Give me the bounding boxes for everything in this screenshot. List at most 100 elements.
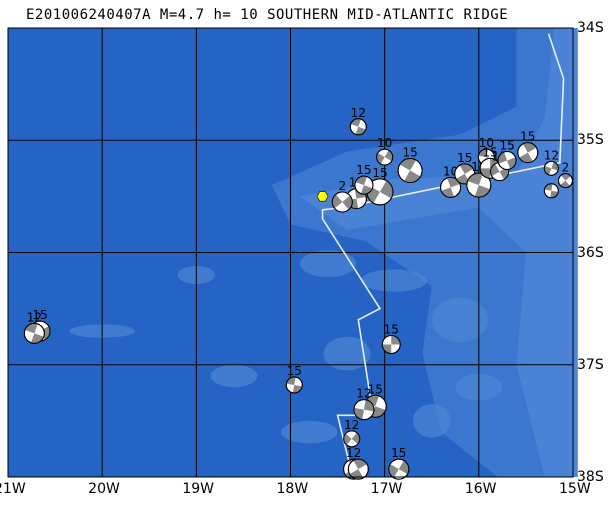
lat-tick-label: 36S: [577, 244, 604, 261]
beachball-depth-label: 2: [338, 179, 346, 193]
beachball-outline: [388, 458, 410, 480]
beachball-depth-label: 15: [499, 138, 514, 152]
map-title: E201006240407A M=4.7 h= 10 SOUTHERN MID-…: [26, 7, 509, 23]
beachball-depth-label: 12: [356, 387, 371, 401]
beachball-depth-label: 2: [562, 161, 570, 175]
beachball: 12: [23, 310, 45, 344]
beachball-quadrants: [544, 183, 559, 198]
beachball: 12: [349, 106, 367, 136]
beachball-quadrants: [388, 460, 409, 478]
beachball-quadrants: [519, 142, 537, 163]
lon-tick-label: 18W: [276, 481, 309, 497]
beachball-depth-label: 12: [344, 418, 359, 432]
beachball-depth-label: 12: [351, 106, 366, 120]
beachball-compression: [550, 190, 559, 198]
ridge-crest-band: [299, 28, 578, 477]
beachball-outline: [381, 335, 401, 355]
beachball-compression: [404, 170, 421, 183]
beachball-outline: [466, 172, 492, 198]
beachball-outline: [517, 142, 539, 164]
beachball-depth-label: 15: [457, 151, 472, 165]
beachball: 15: [517, 130, 539, 164]
beachball-depth-label: 12: [544, 148, 559, 162]
beachball-quadrants: [490, 163, 509, 180]
beachball-outline: [353, 399, 375, 421]
seamount-patch: [210, 364, 258, 388]
beachball-outline: [349, 118, 367, 136]
beachball-depth-label: 15: [356, 163, 371, 177]
seamount-patch: [431, 297, 489, 343]
beachball-compression: [478, 149, 488, 158]
beachball: 10: [376, 136, 394, 166]
beachball-compression: [332, 194, 343, 209]
beachball-compression: [459, 163, 474, 174]
beachball-outline: [543, 160, 559, 176]
beachball-compression: [40, 326, 51, 340]
beachball-quadrants: [382, 335, 401, 354]
beachball-depth-label: 15: [402, 146, 417, 160]
lon-tick-label: 16W: [464, 481, 497, 497]
beachball: 15: [388, 446, 410, 480]
beachball-depth-label: 15: [520, 130, 535, 144]
beachball-outline: [331, 191, 353, 213]
beachball-quadrants: [343, 432, 360, 445]
beachball: 2: [331, 179, 353, 213]
beachball-compression: [363, 399, 374, 412]
beachball-compression: [499, 167, 509, 180]
seamount-patch: [299, 250, 357, 278]
beachball-quadrants: [353, 399, 374, 420]
map-frame: [7, 27, 574, 478]
seamount-patch: [281, 420, 338, 444]
beachball-compression: [343, 433, 352, 445]
beachball-compression: [353, 407, 364, 420]
seamount-patch: [323, 336, 371, 371]
lon-tick-label: 15W: [559, 481, 591, 497]
beachball-compression: [292, 384, 303, 393]
beachball-compression: [522, 142, 537, 153]
beachball-compression: [519, 152, 533, 163]
seamount-patch: [412, 404, 451, 438]
beachball-compression: [544, 183, 553, 191]
beachball-outline: [497, 150, 517, 170]
beachball-quadrants: [332, 194, 353, 210]
beachball-quadrants: [376, 150, 393, 165]
lon-tick-label: 20W: [88, 481, 120, 497]
beachball-depth-label: 12: [346, 446, 361, 460]
beachball-outline: [343, 430, 361, 448]
lon-tick-label: 21W: [0, 481, 26, 497]
event-epicenter: [316, 191, 329, 202]
beachball: 15: [285, 364, 303, 394]
lon-tick-label: 19W: [182, 481, 214, 497]
beachball: 15: [497, 138, 517, 170]
beachball: 12: [353, 387, 375, 421]
beachball-outline: [543, 183, 559, 199]
beachball: 15: [354, 163, 374, 195]
beachball-outline: [440, 176, 462, 198]
seamount-patch: [361, 269, 428, 292]
beachball-compression: [376, 153, 385, 165]
beachball-depth-label: 15: [287, 364, 302, 378]
beachball-outline: [23, 322, 45, 344]
beachball-outline: [376, 148, 394, 166]
beachball: 15: [397, 146, 423, 184]
beachball-compression: [560, 180, 570, 188]
beachball-outline: [285, 376, 303, 394]
beachball-compression: [456, 173, 470, 184]
beachball-outline: [397, 158, 423, 184]
beachball-quadrants: [560, 173, 571, 188]
beachball-depth-label: 12: [27, 310, 42, 324]
beachball: [543, 183, 559, 199]
beachball: 15: [381, 323, 401, 355]
epicenter-marker: [316, 191, 329, 202]
beachball-depth-label: 15: [482, 145, 497, 159]
beachball-quadrants: [286, 376, 303, 393]
beachball-quadrants: [456, 163, 474, 184]
beachball-compression: [560, 173, 571, 181]
beachball: 12: [543, 148, 559, 176]
beachball-depth-label: 10: [479, 136, 494, 150]
beachball-compression: [399, 158, 417, 171]
lat-tick-label: 38S: [577, 469, 604, 485]
lat-tick-label: 37S: [577, 356, 604, 373]
beachball-depth-label: 10: [377, 136, 392, 150]
beachball-compression: [398, 460, 409, 475]
